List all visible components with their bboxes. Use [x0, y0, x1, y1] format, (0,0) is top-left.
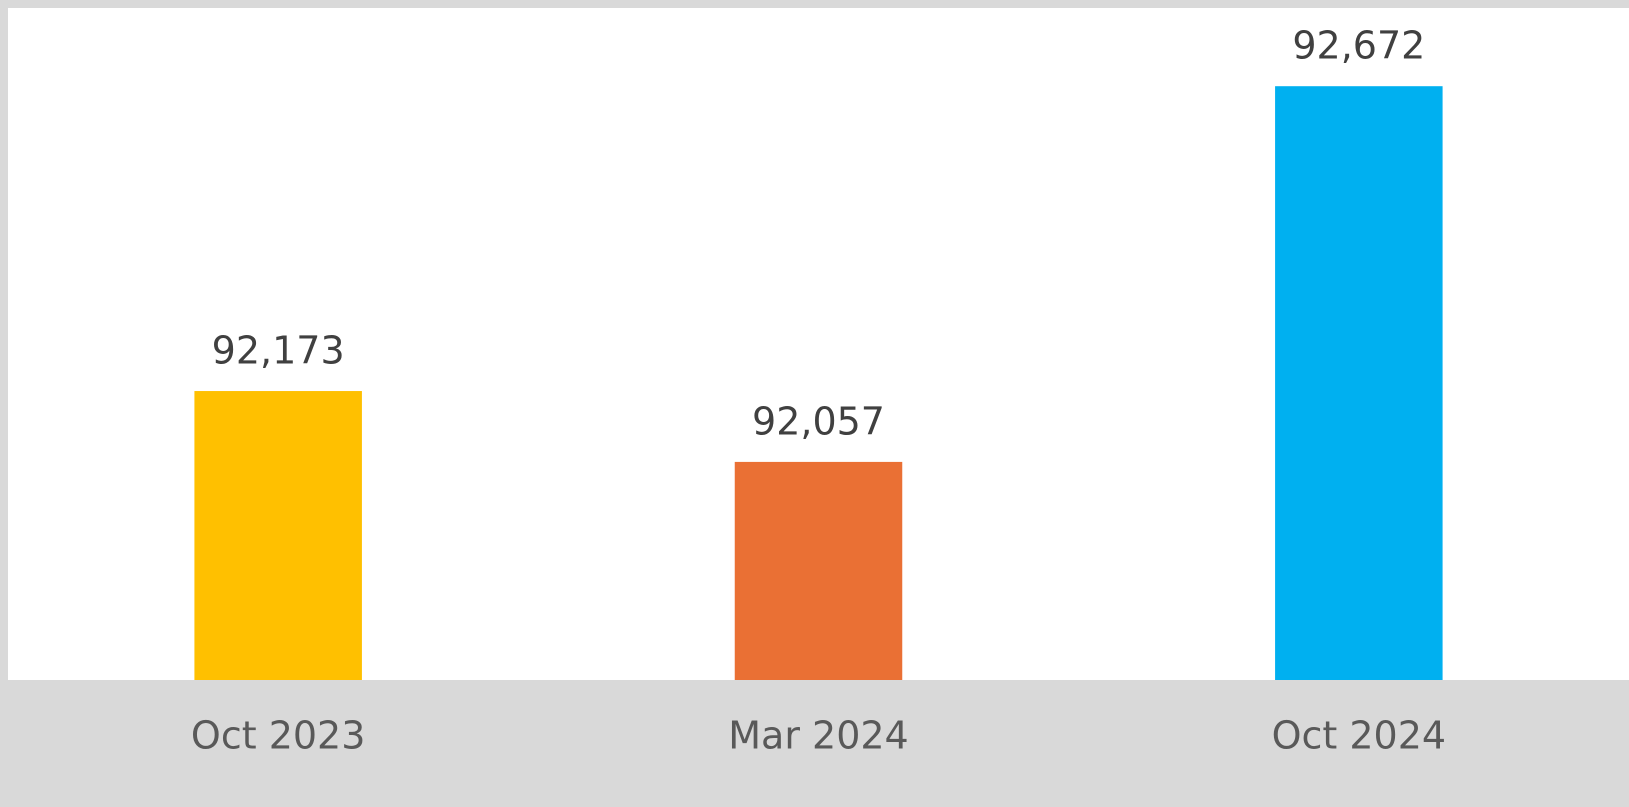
- value-label: 92,173: [212, 329, 345, 373]
- x-tick-label: Oct 2024: [1272, 714, 1447, 758]
- bar: [194, 391, 362, 680]
- bar: [734, 461, 903, 680]
- value-label: 92,057: [752, 399, 885, 443]
- bar: [1275, 86, 1443, 681]
- x-tick-label: Oct 2023: [191, 714, 366, 758]
- value-label: 92,672: [1292, 24, 1425, 68]
- x-tick-label: Mar 2024: [728, 714, 908, 758]
